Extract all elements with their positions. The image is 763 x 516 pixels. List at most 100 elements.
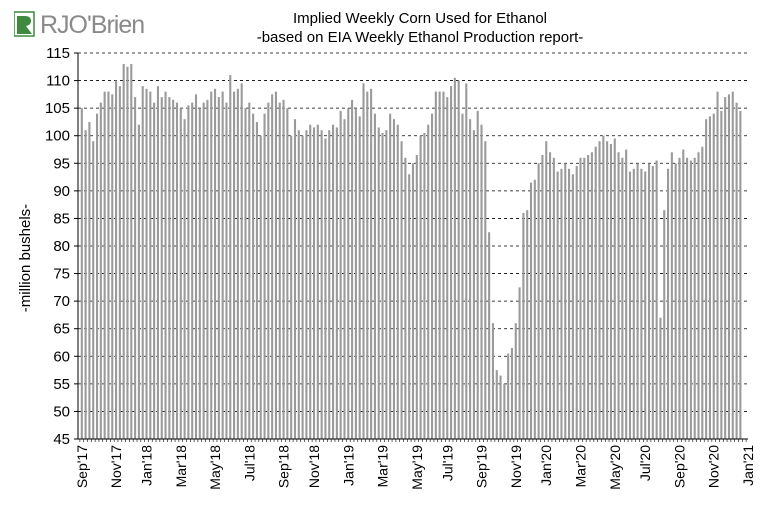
bar — [339, 110, 342, 440]
axes — [77, 53, 748, 442]
y-tick-label: 75 — [53, 266, 70, 283]
x-tick-label: Nov'20 — [706, 445, 722, 488]
bar — [469, 119, 472, 440]
bar — [137, 124, 140, 439]
bar — [617, 152, 620, 439]
bar — [689, 160, 692, 439]
bar — [446, 97, 449, 440]
chart-subtitle: -based on EIA Weekly Ethanol Production … — [256, 29, 584, 46]
bar — [529, 182, 533, 439]
bar — [351, 99, 354, 440]
bar — [625, 149, 628, 439]
bar — [271, 94, 274, 440]
chart-title-block: Implied Weekly Corn Used for Ethanol -ba… — [150, 9, 690, 47]
bar — [423, 132, 426, 439]
bar — [442, 91, 445, 439]
bar — [225, 102, 228, 439]
bar — [705, 119, 708, 440]
bar — [510, 348, 514, 439]
bar — [735, 102, 738, 439]
x-tick-label: Sep'19 — [474, 445, 490, 488]
bar — [594, 146, 597, 440]
bar — [366, 91, 369, 439]
bar — [411, 163, 415, 440]
bar — [84, 130, 87, 439]
bar — [682, 149, 685, 439]
bar — [183, 119, 186, 440]
bar — [427, 124, 430, 439]
y-tick-label: 100 — [45, 128, 70, 145]
bar — [560, 168, 563, 440]
bar — [434, 91, 437, 439]
bar — [88, 121, 91, 440]
bar — [628, 171, 632, 439]
y-tick-label: 80 — [53, 238, 70, 255]
bar — [450, 86, 453, 439]
bar — [198, 108, 201, 439]
bar — [385, 130, 388, 439]
x-tick-labels: Sep'17 Nov'17 Jan'18 Mar'18 May'18 Jul'18 Sep'… — [74, 445, 756, 490]
bar — [514, 323, 517, 439]
bar — [701, 146, 704, 440]
bar — [187, 105, 190, 439]
logo-mark-icon — [14, 11, 35, 37]
bar — [739, 110, 742, 440]
bar — [507, 353, 510, 439]
bar — [655, 160, 658, 439]
bar — [358, 116, 361, 439]
bar — [404, 157, 407, 439]
x-tick-label: Mar'18 — [173, 445, 189, 488]
bar — [484, 141, 487, 440]
bar — [472, 130, 475, 439]
x-tick-label: Jan'20 — [538, 445, 554, 486]
bar — [579, 157, 582, 439]
bar — [118, 86, 121, 439]
bar — [229, 75, 232, 439]
x-tick-label: Nov'18 — [306, 445, 322, 488]
bar — [545, 141, 548, 440]
bar — [430, 113, 434, 439]
bar — [575, 166, 578, 440]
logo-wordmark: RJO'Brien — [40, 11, 145, 39]
bar — [191, 102, 194, 439]
bar — [221, 91, 224, 439]
bar — [267, 102, 270, 439]
y-tick-label: 110 — [46, 73, 70, 90]
bar — [522, 212, 525, 439]
bar — [392, 119, 396, 440]
y-tick-label: 50 — [53, 403, 70, 420]
bar — [347, 108, 350, 439]
bar — [400, 141, 403, 440]
bar — [499, 375, 502, 439]
bar — [153, 102, 156, 439]
bar — [716, 91, 719, 439]
bar — [636, 163, 639, 440]
bar — [381, 132, 384, 439]
bar — [727, 94, 731, 440]
y-tick-label: 105 — [45, 100, 70, 117]
y-tick-labels: 45 50 55 60 65 70 75 80 85 90 95 100 105 110 115 — [45, 45, 78, 448]
bar — [263, 113, 266, 439]
bar — [476, 110, 479, 440]
bar — [233, 91, 236, 439]
bar — [632, 168, 635, 440]
bar — [606, 141, 609, 440]
bar — [503, 383, 506, 439]
x-tick-label: Jan'21 — [740, 445, 756, 486]
bar — [126, 66, 129, 439]
bar — [590, 152, 593, 439]
bar — [206, 99, 209, 440]
bar — [457, 80, 460, 439]
x-tick-label: Sep'18 — [276, 445, 292, 488]
bar — [255, 121, 258, 440]
bar — [194, 94, 198, 440]
x-tick-label: Nov'17 — [108, 445, 124, 488]
bar — [667, 168, 670, 440]
bar — [659, 317, 662, 439]
bar — [214, 88, 217, 439]
bar — [731, 91, 734, 439]
bar — [320, 130, 323, 439]
bar — [286, 108, 289, 439]
bar — [92, 141, 95, 440]
